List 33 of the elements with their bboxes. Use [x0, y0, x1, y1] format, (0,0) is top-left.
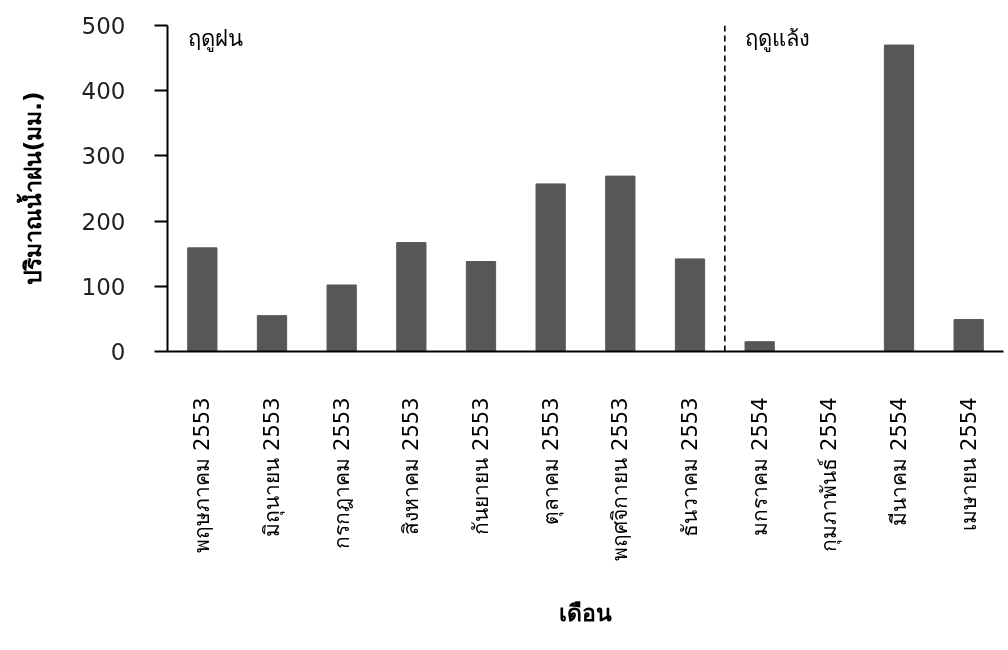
y-axis-title: ปริมาณน้ำฝน(มม.) — [15, 91, 46, 286]
x-tick-label: สิงหาคม 2553 — [399, 397, 424, 535]
x-tick-label: เมษายน 2554 — [956, 397, 981, 531]
y-tick-label: 300 — [81, 143, 126, 170]
x-tick-label: กุมภาพันธ์ 2554 — [817, 397, 843, 552]
x-tick-label: กรกฎาคม 2553 — [329, 397, 354, 549]
y-tick-label: 0 — [110, 339, 126, 365]
x-tick-label: พฤศจิกายน 2553 — [608, 397, 633, 561]
x-tick-label: มีนาคม 2554 — [887, 397, 911, 526]
bar — [535, 183, 566, 352]
bar — [953, 319, 984, 352]
x-tick-label: ตุลาคม 2553 — [538, 397, 564, 525]
bar — [187, 247, 218, 352]
x-axis-title: เดือน — [559, 599, 612, 626]
annotation: ฤดูแล้ง — [744, 25, 810, 52]
bar — [326, 284, 357, 352]
x-tick-label: ธันวาคม 2553 — [678, 397, 702, 537]
x-tick-label: พฤษภาคม 2553 — [190, 397, 215, 553]
bar — [465, 261, 497, 352]
bar — [256, 315, 288, 352]
bar — [396, 242, 427, 352]
y-tick-label: 500 — [81, 13, 126, 39]
y-tick-label: 200 — [81, 208, 126, 235]
annotation: ฤดูฝน — [187, 25, 243, 52]
x-tick-label: กันยายน 2553 — [469, 397, 493, 535]
x-tick-label: มิถุนายน 2553 — [260, 397, 285, 537]
y-tick-label: 100 — [81, 273, 126, 300]
x-tick-label: มกราคม 2554 — [747, 397, 772, 536]
bar — [744, 341, 775, 352]
bar — [605, 175, 636, 352]
y-tick-label: 400 — [81, 78, 126, 105]
bar — [674, 258, 706, 352]
bar — [883, 44, 915, 352]
